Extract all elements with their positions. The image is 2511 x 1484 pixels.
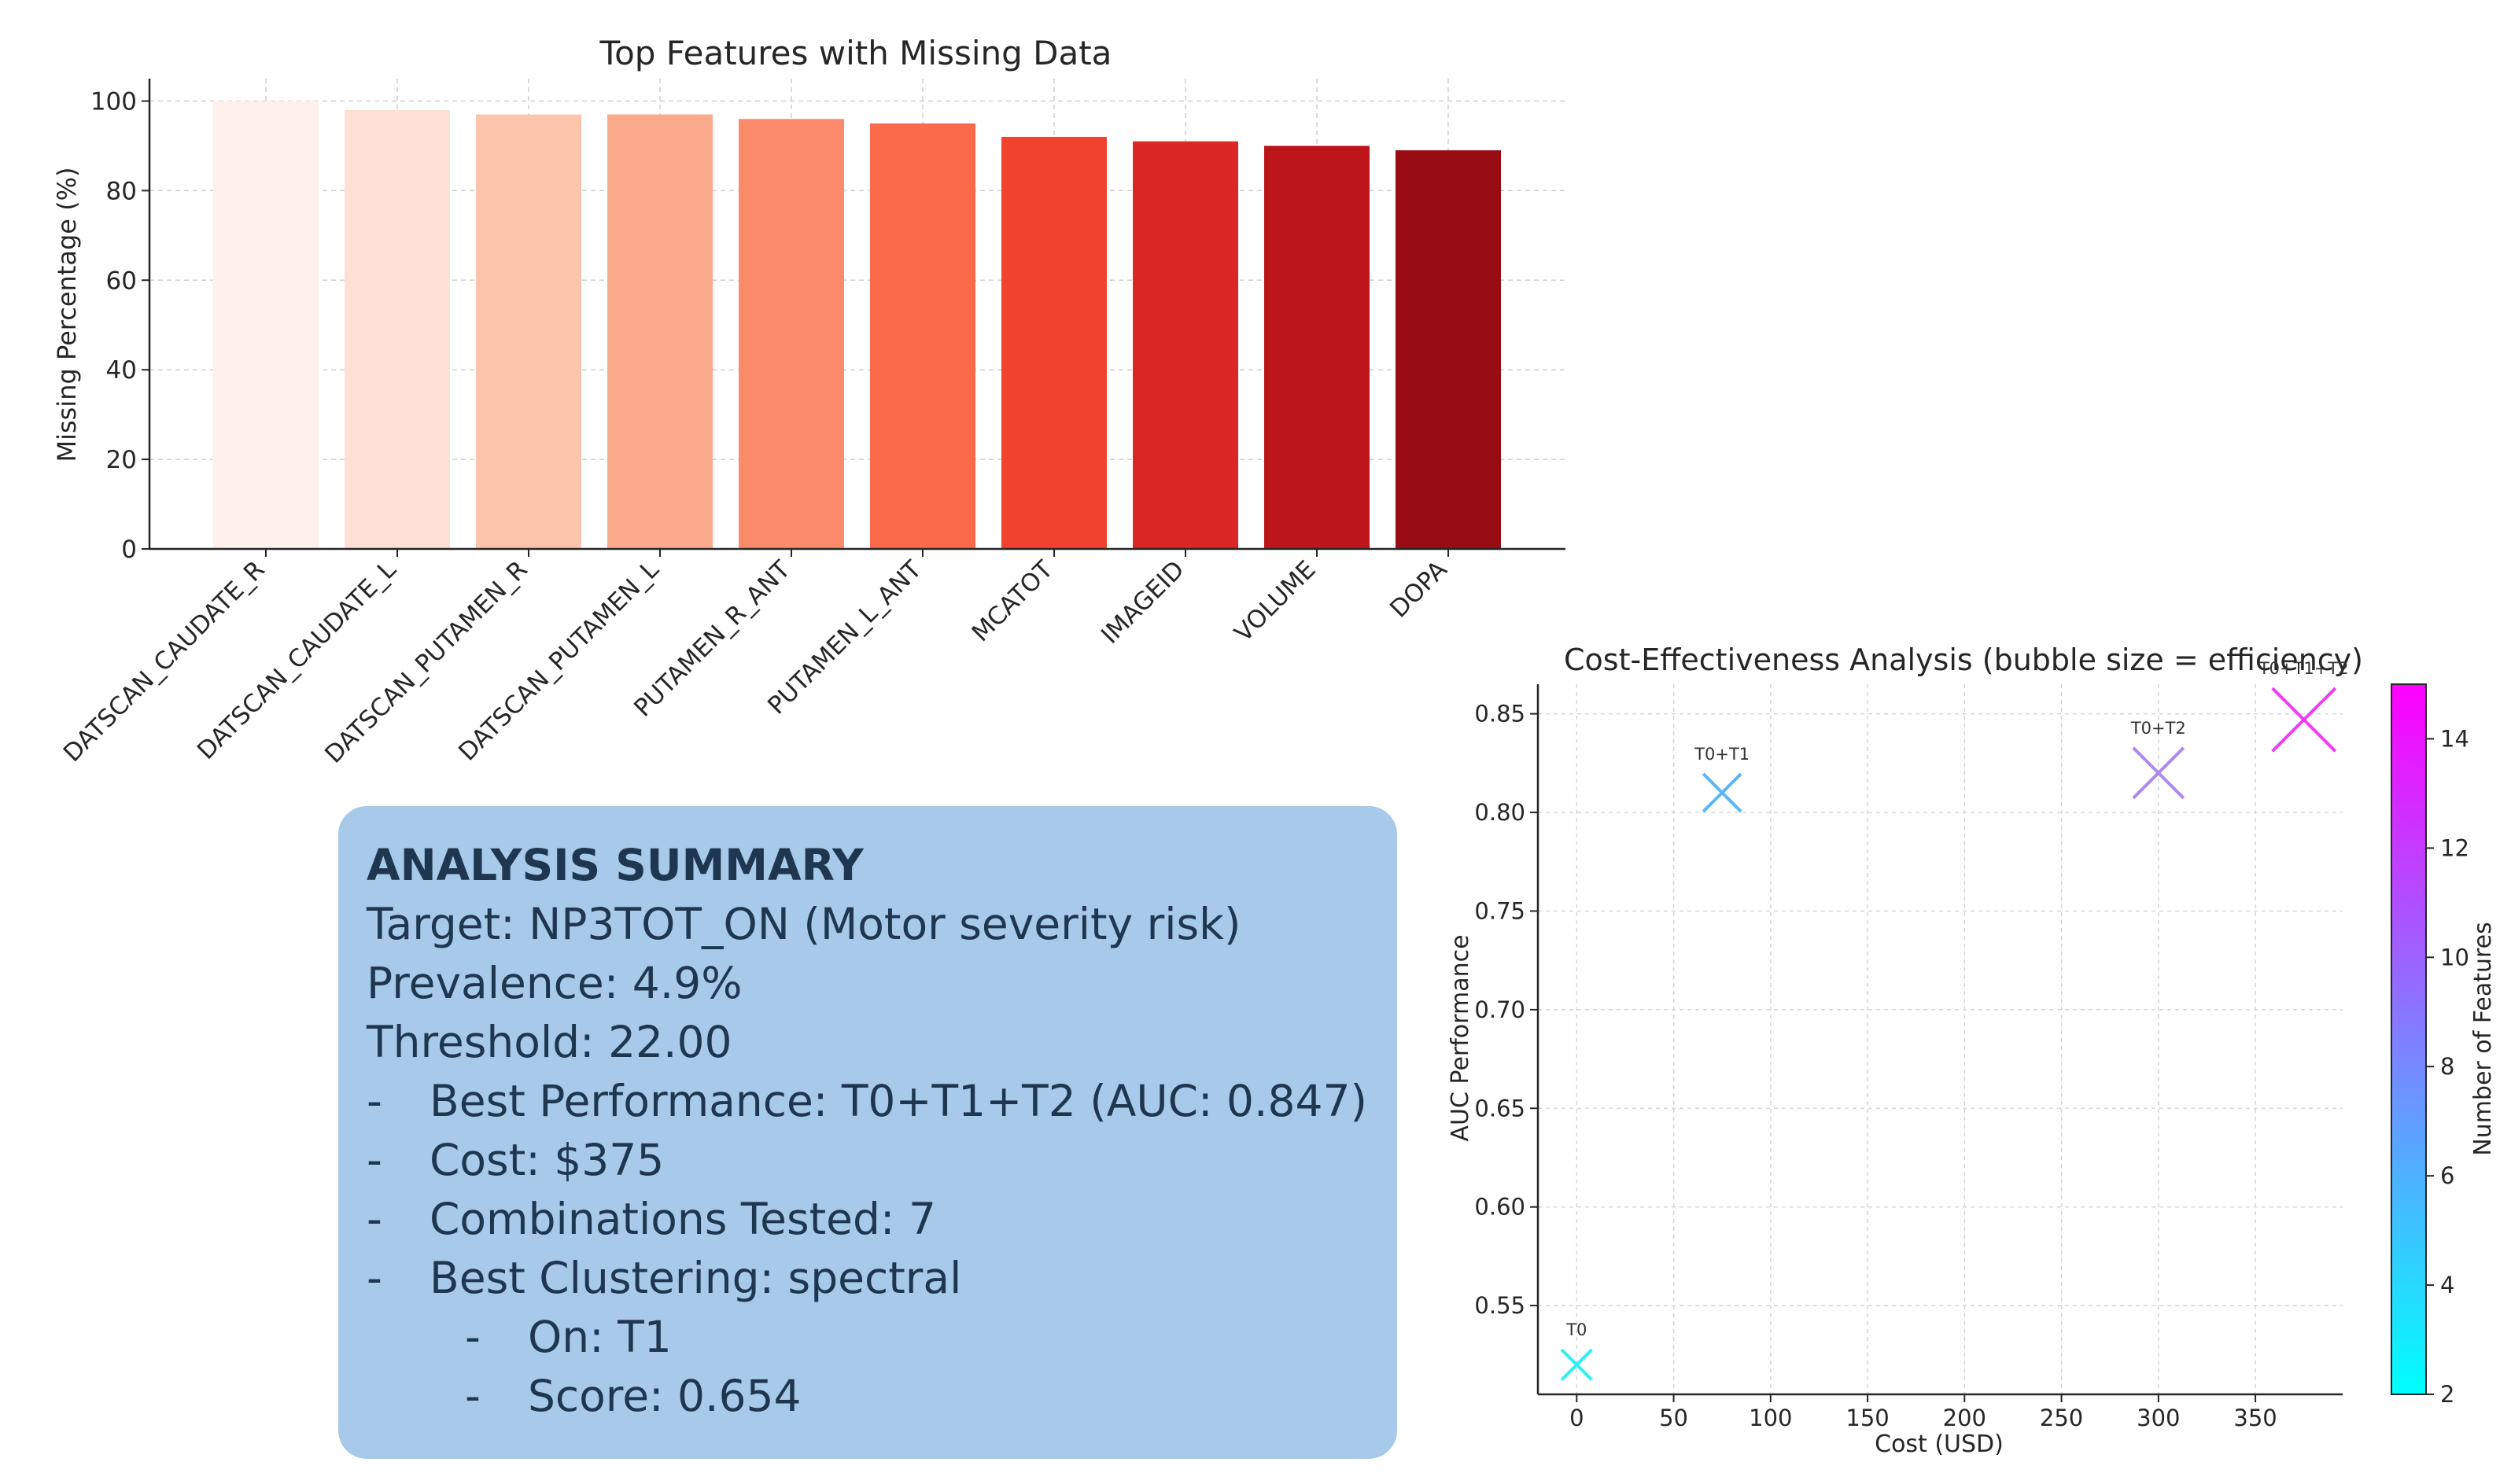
scatter-chart-yticks: 0.55 0.60 0.65 0.70 0.75 0.80 0.85 (1474, 701, 1538, 1319)
summary-prevalence: Prevalence: 4.9% (367, 958, 743, 1008)
scatter-chart-xlabel: Cost (USD) (1875, 1431, 2004, 1458)
bar-ytick-label: 100 (90, 87, 137, 116)
bullet-marker: - (367, 1076, 382, 1126)
scatter-xtick-label: 50 (1659, 1405, 1688, 1431)
bar-imageid (1133, 141, 1238, 549)
bullet-marker: - (367, 1253, 382, 1303)
summary-best-performance-text: Best Performance: T0+T1+T2 (AUC: 0.847) (430, 1076, 1367, 1126)
scatter-xtick-label: 150 (1845, 1405, 1889, 1431)
summary-clustering-on: - On: T1 (367, 1308, 1369, 1367)
scatter-xtick-label: 0 (1569, 1405, 1584, 1431)
bar-volume (1264, 145, 1370, 549)
bar-chart-ylabel: Missing Percentage (%) (52, 167, 82, 462)
bar-chart-yticks: 0 20 40 60 80 100 (90, 87, 149, 564)
bar-datscan-putamen-l (607, 114, 713, 550)
scatter-chart-ylabel: AUC Performance (1447, 934, 1474, 1141)
summary-cost: - Cost: $375 (367, 1131, 1369, 1190)
colorbar-tick-label: 4 (2440, 1272, 2454, 1298)
scatter-chart-title: Cost-Effectiveness Analysis (bubble size… (1564, 643, 2363, 677)
scatter-chart-points: T0 T0+T1 T0+T2 T0+T1+T2 (1560, 659, 2349, 1381)
scatter-point-label: T0+T1+T2 (2258, 659, 2349, 678)
colorbar-tick-label: 12 (2440, 834, 2469, 861)
colorbar-ticks: 2 4 6 8 10 12 14 (2426, 725, 2469, 1408)
scatter-point-t0-t1-t2 (2271, 687, 2337, 753)
colorbar (2391, 683, 2427, 1395)
scatter-chart-grid (1538, 684, 2343, 1394)
scatter-xtick-label: 100 (1749, 1405, 1792, 1431)
scatter-ytick-label: 0.80 (1474, 799, 1525, 826)
bar-xtick-label: MCATOT (967, 554, 1060, 647)
scatter-xtick-label: 300 (2137, 1405, 2180, 1431)
scatter-point-label: T0 (1565, 1320, 1587, 1339)
summary-clustering-score: - Score: 0.654 (367, 1367, 1369, 1426)
summary-threshold: Threshold: 22.00 (367, 1017, 732, 1067)
colorbar-tick-label: 2 (2440, 1381, 2454, 1408)
scatter-point-label: T0+T2 (2130, 719, 2186, 738)
colorbar-tick-label: 14 (2440, 725, 2469, 752)
bullet-marker: - (465, 1371, 481, 1421)
summary-best-performance: - Best Performance: T0+T1+T2 (AUC: 0.847… (367, 1072, 1369, 1131)
summary-combinations: - Combinations Tested: 7 (367, 1190, 1369, 1249)
bar-ytick-label: 60 (106, 267, 137, 295)
colorbar-tick-label: 8 (2440, 1053, 2454, 1080)
colorbar-tick-label: 6 (2440, 1162, 2454, 1189)
bar-putamen-l-ant (870, 123, 975, 549)
bar-datscan-putamen-r (476, 114, 581, 550)
bar-chart-xticks: DATSCAN_CAUDATE_RDATSCAN_CAUDATE_LDATSCA… (58, 549, 1453, 769)
bar-ytick-label: 40 (106, 356, 137, 385)
scatter-ytick-label: 0.65 (1474, 1095, 1525, 1121)
summary-best-clustering-text: Best Clustering: spectral (430, 1253, 962, 1303)
bar-ytick-label: 80 (106, 177, 137, 205)
scatter-chart-xticks: 0 50 100 150 200 250 300 350 (1569, 1394, 2277, 1431)
scatter-marker-stroke (1560, 1348, 1593, 1381)
summary-clustering-on-text: On: T1 (528, 1312, 672, 1362)
cost-effectiveness-scatter-chart: Cost-Effectiveness Analysis (bubble size… (1447, 643, 2497, 1458)
summary-target: Target: NP3TOT_ON (Motor severity risk) (367, 899, 1241, 949)
bar-mcatot (1001, 137, 1107, 550)
bar-xtick-label: VOLUME (1229, 555, 1321, 647)
scatter-marker-stroke (2271, 687, 2337, 753)
summary-cost-text: Cost: $375 (430, 1135, 665, 1185)
bar-xtick-label: DOPA (1385, 555, 1452, 623)
summary-heading: ANALYSIS SUMMARY (367, 840, 864, 890)
scatter-marker-stroke (2132, 746, 2185, 800)
scatter-ytick-label: 0.55 (1474, 1292, 1525, 1319)
bar-datscan-caudate-r (213, 101, 319, 549)
summary-best-clustering: - Best Clustering: spectral (367, 1249, 1369, 1308)
bullet-marker: - (465, 1312, 481, 1362)
bar-dopa (1396, 150, 1501, 549)
scatter-marker-stroke (1702, 772, 1742, 813)
missing-data-bar-chart: Top Features with Missing Data Missing P… (52, 34, 1565, 769)
bar-ytick-label: 20 (106, 446, 137, 474)
scatter-point-t0-t1 (1702, 772, 1742, 813)
scatter-xtick-label: 200 (1943, 1405, 1986, 1431)
scatter-point-label: T0+T1 (1694, 745, 1750, 764)
scatter-ytick-label: 0.70 (1474, 996, 1525, 1023)
colorbar-label: Number of Features (2469, 922, 2497, 1156)
bar-datscan-caudate-l (345, 109, 450, 549)
scatter-ytick-label: 0.60 (1474, 1194, 1525, 1221)
bullet-marker: - (367, 1135, 382, 1185)
scatter-ytick-label: 0.75 (1474, 897, 1525, 924)
bullet-marker: - (367, 1194, 382, 1244)
analysis-summary-panel: ANALYSIS SUMMARY Target: NP3TOT_ON (Moto… (338, 806, 1397, 1459)
scatter-point-t0 (1560, 1348, 1593, 1381)
bar-putamen-r-ant (739, 119, 844, 549)
scatter-ytick-label: 0.85 (1474, 701, 1525, 727)
summary-clustering-score-text: Score: 0.654 (528, 1371, 802, 1421)
scatter-point-t0-t2 (2132, 746, 2185, 800)
scatter-xtick-label: 250 (2040, 1405, 2083, 1431)
bar-chart-title: Top Features with Missing Data (599, 34, 1112, 72)
summary-combinations-text: Combinations Tested: 7 (430, 1194, 936, 1244)
colorbar-tick-label: 10 (2440, 944, 2469, 970)
scatter-xtick-label: 350 (2233, 1405, 2277, 1431)
bar-ytick-label: 0 (121, 536, 137, 564)
bar-chart-bars (213, 101, 1501, 550)
bar-xtick-label: IMAGEID (1096, 555, 1190, 650)
